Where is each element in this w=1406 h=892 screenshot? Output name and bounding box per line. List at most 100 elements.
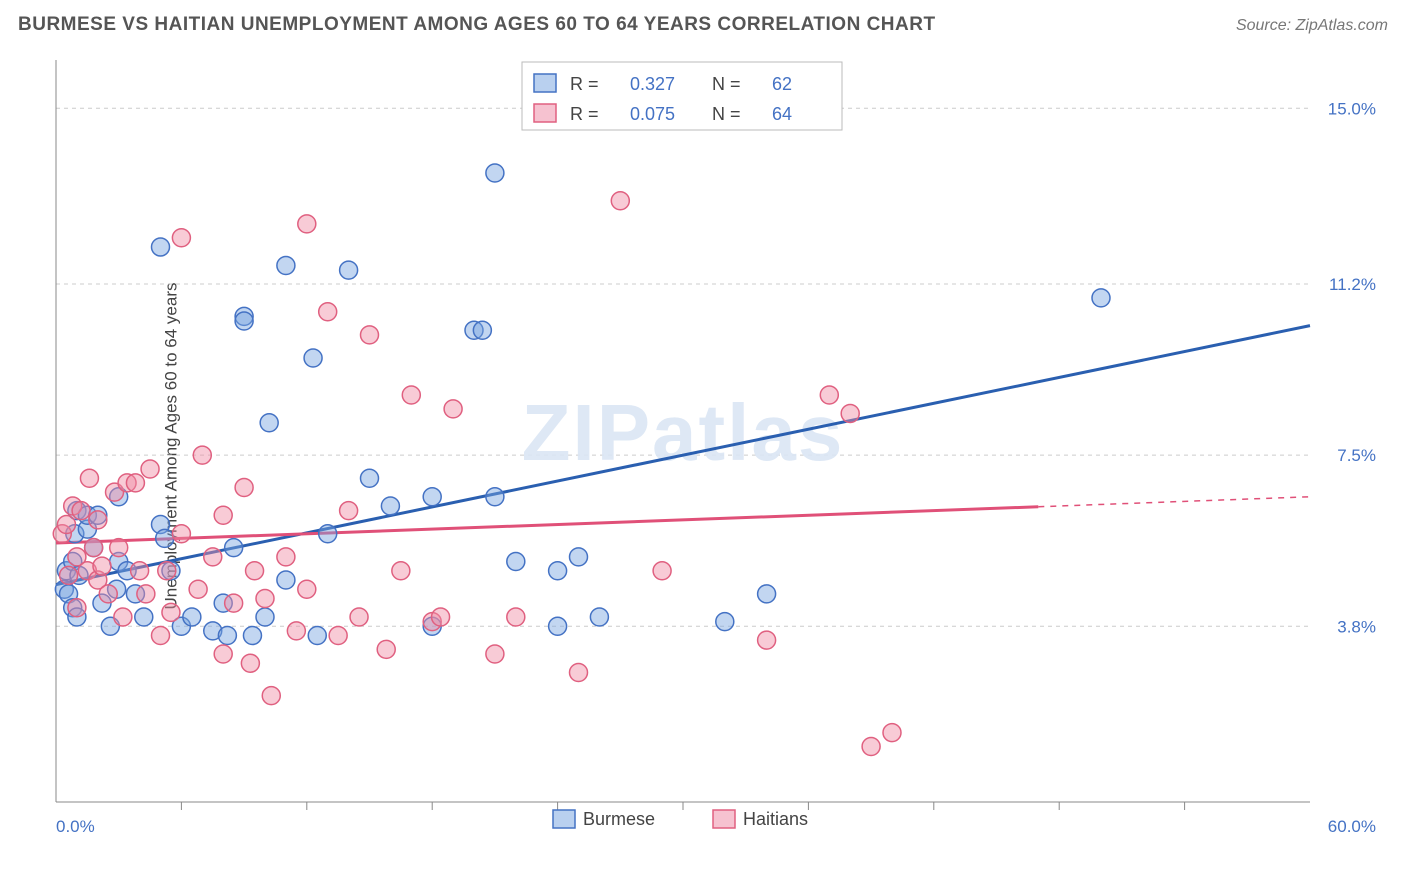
data-point — [758, 585, 776, 603]
data-point — [570, 548, 588, 566]
legend-swatch — [534, 104, 556, 122]
data-point — [570, 664, 588, 682]
data-point — [110, 539, 128, 557]
data-point — [820, 386, 838, 404]
data-point — [507, 608, 525, 626]
data-point — [89, 511, 107, 529]
data-point — [549, 562, 567, 580]
data-point — [590, 608, 608, 626]
data-point — [193, 446, 211, 464]
data-point — [361, 469, 379, 487]
data-point — [340, 502, 358, 520]
data-point — [298, 215, 316, 233]
legend-n-value: 64 — [772, 104, 792, 124]
data-point — [841, 405, 859, 423]
data-point — [72, 502, 90, 520]
data-point — [189, 580, 207, 598]
data-point — [319, 525, 337, 543]
x-start-label: 0.0% — [56, 817, 95, 836]
data-point — [141, 460, 159, 478]
data-point — [158, 562, 176, 580]
y-tick-label: 3.8% — [1337, 617, 1376, 636]
legend-swatch — [553, 810, 575, 828]
data-point — [319, 303, 337, 321]
data-point — [350, 608, 368, 626]
data-point — [256, 590, 274, 608]
legend-swatch — [713, 810, 735, 828]
data-point — [204, 548, 222, 566]
data-point — [423, 488, 441, 506]
legend-swatch — [534, 74, 556, 92]
y-tick-label: 15.0% — [1328, 99, 1376, 118]
data-point — [235, 479, 253, 497]
legend-n-label: N = — [712, 74, 741, 94]
data-point — [486, 488, 504, 506]
data-point — [156, 529, 174, 547]
legend-n-value: 62 — [772, 74, 792, 94]
data-point — [260, 414, 278, 432]
data-point — [381, 497, 399, 515]
data-point — [444, 400, 462, 418]
data-point — [256, 608, 274, 626]
data-point — [60, 566, 78, 584]
data-point — [172, 229, 190, 247]
data-point — [277, 571, 295, 589]
legend-r-label: R = — [570, 74, 599, 94]
data-point — [392, 562, 410, 580]
data-point — [549, 617, 567, 635]
data-point — [377, 640, 395, 658]
data-point — [329, 627, 347, 645]
data-point — [241, 654, 259, 672]
data-point — [883, 724, 901, 742]
data-point — [57, 516, 75, 534]
data-point — [308, 627, 326, 645]
legend-series-label: Burmese — [583, 809, 655, 829]
data-point — [68, 599, 86, 617]
data-point — [99, 585, 117, 603]
data-point — [114, 608, 132, 626]
data-point — [172, 525, 190, 543]
data-point — [432, 608, 450, 626]
data-point — [235, 312, 253, 330]
legend-r-value: 0.075 — [630, 104, 675, 124]
data-point — [507, 553, 525, 571]
data-point — [862, 738, 880, 756]
chart-title: BURMESE VS HAITIAN UNEMPLOYMENT AMONG AG… — [18, 14, 936, 36]
data-point — [93, 557, 111, 575]
data-point — [137, 585, 155, 603]
data-point — [152, 627, 170, 645]
data-point — [162, 603, 180, 621]
y-tick-label: 11.2% — [1329, 275, 1376, 294]
data-point — [361, 326, 379, 344]
trend-line-extrapolated — [1038, 497, 1310, 507]
data-point — [340, 261, 358, 279]
title-bar: BURMESE VS HAITIAN UNEMPLOYMENT AMONG AG… — [18, 14, 1388, 36]
data-point — [225, 539, 243, 557]
data-point — [214, 506, 232, 524]
data-point — [473, 321, 491, 339]
data-point — [85, 539, 103, 557]
data-point — [304, 349, 322, 367]
data-point — [1092, 289, 1110, 307]
data-point — [183, 608, 201, 626]
data-point — [277, 548, 295, 566]
scatter-chart: 3.8%7.5%11.2%15.0%0.0%60.0%ZIPatlasR =0.… — [52, 56, 1382, 836]
data-point — [262, 687, 280, 705]
data-point — [653, 562, 671, 580]
data-point — [758, 631, 776, 649]
data-point — [486, 164, 504, 182]
legend-series-label: Haitians — [743, 809, 808, 829]
data-point — [80, 469, 98, 487]
data-point — [152, 238, 170, 256]
data-point — [214, 645, 232, 663]
trend-line — [56, 507, 1038, 543]
data-point — [716, 613, 734, 631]
data-point — [611, 192, 629, 210]
data-point — [225, 594, 243, 612]
legend-n-label: N = — [712, 104, 741, 124]
data-point — [277, 257, 295, 275]
data-point — [218, 627, 236, 645]
data-point — [131, 562, 149, 580]
source-text: Source: ZipAtlas.com — [1236, 17, 1388, 35]
plot-svg: 3.8%7.5%11.2%15.0%0.0%60.0%ZIPatlasR =0.… — [52, 56, 1382, 836]
